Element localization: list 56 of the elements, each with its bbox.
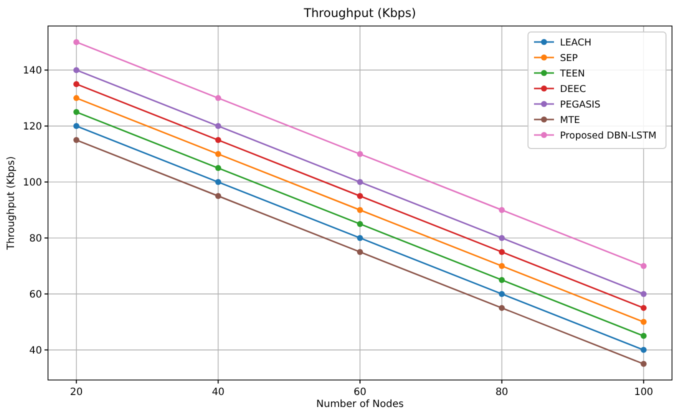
point bbox=[640, 360, 647, 367]
x-tick-label: 20 bbox=[70, 387, 83, 398]
point bbox=[215, 193, 222, 200]
point bbox=[498, 276, 505, 283]
point bbox=[498, 304, 505, 311]
point bbox=[357, 151, 363, 158]
point bbox=[215, 137, 222, 144]
point bbox=[498, 262, 505, 269]
point bbox=[357, 206, 363, 213]
chart-title: Throughput (Kbps) bbox=[302, 6, 416, 20]
point bbox=[73, 109, 80, 116]
legend-label: LEACH bbox=[560, 38, 592, 48]
point bbox=[215, 165, 222, 172]
x-tick-label: 80 bbox=[495, 387, 508, 398]
point bbox=[498, 234, 505, 241]
point bbox=[498, 290, 505, 297]
x-tick-label: 40 bbox=[212, 387, 225, 398]
x-tick-label: 60 bbox=[354, 387, 366, 398]
legend-label: Proposed DBN-LSTM bbox=[560, 130, 656, 142]
legend-label: DEEC bbox=[560, 84, 586, 95]
y-tick-label: 80 bbox=[29, 233, 42, 244]
y-tick-label: 140 bbox=[22, 66, 42, 77]
point bbox=[73, 95, 80, 102]
legend-label: SEP bbox=[560, 53, 578, 64]
point bbox=[357, 193, 363, 200]
point bbox=[357, 220, 363, 227]
point bbox=[640, 332, 647, 339]
point bbox=[215, 151, 222, 158]
point bbox=[498, 248, 505, 255]
x-tick-label: 100 bbox=[634, 387, 654, 398]
x-axis-title: Number of Nodes bbox=[316, 399, 404, 410]
point bbox=[215, 179, 222, 186]
point bbox=[640, 318, 647, 325]
y-tick-label: 40 bbox=[29, 345, 42, 356]
point bbox=[73, 81, 80, 88]
point bbox=[640, 262, 647, 269]
y-axis-title: Throughput (Kbps) bbox=[6, 156, 17, 251]
point bbox=[73, 67, 80, 74]
point bbox=[357, 179, 363, 186]
point bbox=[73, 123, 80, 130]
point bbox=[357, 234, 363, 241]
legend-label: MTE bbox=[560, 115, 580, 126]
legend-label: PEGASIS bbox=[560, 100, 600, 110]
point bbox=[357, 248, 363, 255]
point bbox=[215, 95, 222, 102]
point bbox=[215, 123, 222, 130]
y-tick-label: 120 bbox=[22, 122, 42, 133]
y-tick-label: 100 bbox=[22, 178, 42, 189]
point bbox=[73, 137, 80, 144]
point bbox=[498, 206, 505, 213]
point bbox=[73, 39, 80, 46]
legend-label: TEEN bbox=[559, 68, 585, 80]
point bbox=[640, 304, 647, 311]
y-tick-label: 60 bbox=[29, 289, 42, 300]
point bbox=[640, 290, 647, 297]
point bbox=[640, 346, 647, 353]
